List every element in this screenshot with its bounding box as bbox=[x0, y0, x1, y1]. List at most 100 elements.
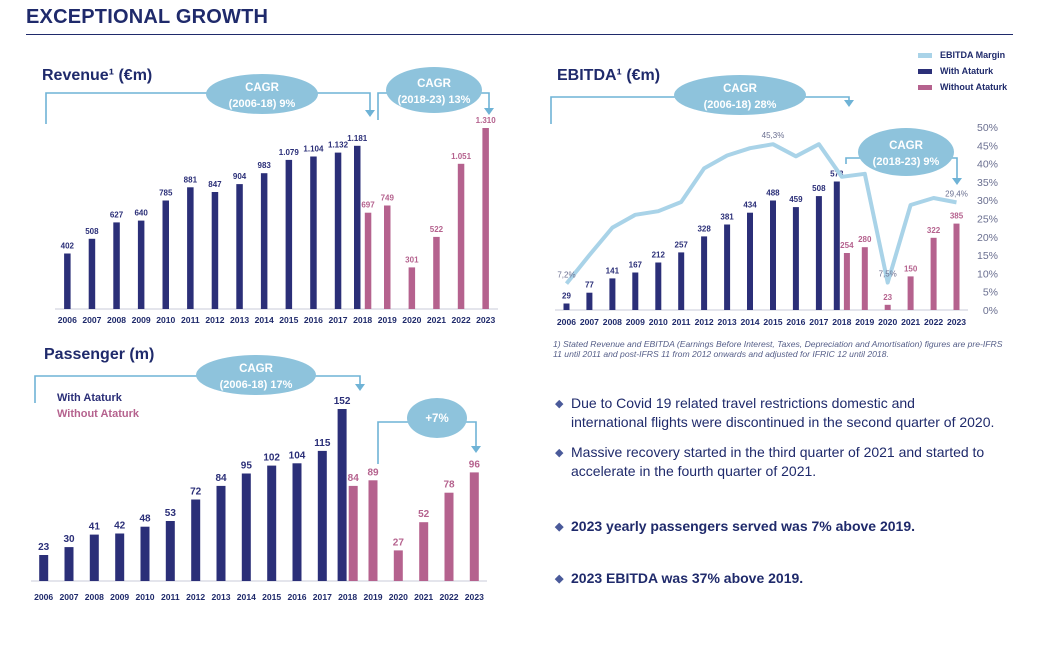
revenue-cagr-2-value: (2018-23) 13% bbox=[398, 94, 471, 106]
ebitda-value-label: 434 bbox=[743, 201, 757, 210]
passenger-value-label: 115 bbox=[314, 438, 331, 449]
ebitda-value-label: 459 bbox=[789, 195, 803, 204]
passenger-legend: With Ataturk Without Ataturk bbox=[57, 390, 139, 422]
revenue-value-label: 904 bbox=[233, 172, 247, 181]
ebitda-cagr-2-label: CAGR bbox=[889, 140, 924, 152]
passenger-bar bbox=[39, 555, 49, 581]
passenger-tick-label: 2012 bbox=[186, 592, 205, 602]
passenger-bar bbox=[444, 492, 454, 581]
passenger-tick-label: 2022 bbox=[439, 592, 458, 602]
ebitda-bar bbox=[655, 262, 662, 310]
passenger-value-label: 96 bbox=[469, 459, 481, 470]
ebitda-y2-tick-label: 25% bbox=[977, 214, 998, 226]
revenue-bar bbox=[162, 200, 169, 309]
passenger-value-label: 84 bbox=[215, 473, 227, 484]
revenue-cagr-2-label: CAGR bbox=[417, 78, 452, 90]
passenger-bar bbox=[267, 465, 277, 581]
revenue-value-label: 640 bbox=[134, 209, 148, 218]
revenue-value-label: 627 bbox=[110, 210, 124, 219]
legend-item-margin: EBITDA Margin bbox=[918, 47, 1007, 63]
revenue-bar bbox=[137, 220, 145, 309]
passenger-value-label: 41 bbox=[89, 522, 101, 533]
ebitda-tick-label: 2017 bbox=[809, 317, 828, 327]
ebitda-value-label: 508 bbox=[812, 184, 826, 193]
pax-cagr-1-value: (2006-18) 17% bbox=[220, 379, 293, 391]
bullet-list: ◆ Due to Covid 19 related travel restrict… bbox=[555, 394, 995, 589]
passenger-tick-label: 2018 bbox=[338, 592, 357, 602]
ebitda-value-label: 77 bbox=[585, 281, 594, 290]
pax-cagr-2-label: +7% bbox=[425, 413, 448, 425]
ebitda-value-label: 254 bbox=[840, 241, 854, 250]
revenue-tick-label: 2014 bbox=[255, 315, 274, 325]
ebitda-margin-label: 7,2% bbox=[557, 271, 575, 280]
ebitda-bar bbox=[678, 252, 685, 310]
bullet-item: ◆ Massive recovery started in the third q… bbox=[555, 443, 995, 481]
ebitda-bar bbox=[747, 212, 753, 310]
ebitda-value-label: 141 bbox=[606, 266, 620, 275]
revenue-tick-label: 2011 bbox=[181, 315, 200, 325]
revenue-bar bbox=[457, 163, 465, 309]
revenue-tick-label: 2009 bbox=[132, 315, 151, 325]
passenger-bar bbox=[89, 534, 99, 581]
revenue-value-label: 847 bbox=[208, 180, 222, 189]
bullet-text: 2023 EBITDA was 37% above 2019. bbox=[571, 570, 804, 586]
revenue-cagr-arrow-1 bbox=[365, 110, 375, 117]
revenue-value-label: 1.181 bbox=[347, 134, 368, 143]
revenue-tick-label: 2018 bbox=[353, 315, 372, 325]
passenger-value-label: 72 bbox=[190, 487, 202, 498]
ebitda-bar bbox=[907, 276, 914, 310]
passenger-tick-label: 2011 bbox=[161, 592, 180, 602]
ebitda-chart-title: EBITDA¹ (€m) bbox=[557, 67, 661, 84]
ebitda-bar bbox=[792, 207, 799, 310]
passenger-bar bbox=[348, 485, 358, 581]
pax-cagr-2-badge bbox=[407, 398, 467, 438]
passenger-value-label: 30 bbox=[63, 534, 75, 545]
ebitda-tick-label: 2009 bbox=[626, 317, 645, 327]
ebitda-value-label: 280 bbox=[858, 235, 872, 244]
passenger-tick-label: 2019 bbox=[363, 592, 382, 602]
ebitda-bar bbox=[770, 200, 776, 310]
revenue-bar bbox=[364, 212, 372, 309]
revenue-bar bbox=[354, 145, 361, 309]
revenue-tick-label: 2023 bbox=[476, 315, 495, 325]
ebitda-tick-label: 2014 bbox=[740, 317, 759, 327]
passenger-value-label: 89 bbox=[367, 467, 379, 478]
revenue-value-label: 508 bbox=[85, 227, 99, 236]
passenger-value-label: 52 bbox=[418, 509, 430, 520]
passenger-tick-label: 2020 bbox=[389, 592, 408, 602]
ebitda-value-label: 257 bbox=[675, 240, 689, 249]
passenger-value-label: 42 bbox=[114, 520, 126, 531]
revenue-value-label: 697 bbox=[361, 201, 375, 210]
revenue-bar bbox=[334, 152, 342, 309]
ebitda-tick-label: 2013 bbox=[718, 317, 737, 327]
legend-label-without: Without Ataturk bbox=[940, 82, 1008, 92]
passenger-value-label: 53 bbox=[165, 508, 177, 519]
passenger-chart-title: Passenger (m) bbox=[44, 346, 155, 363]
passenger-tick-label: 2010 bbox=[135, 592, 154, 602]
revenue-tick-label: 2021 bbox=[427, 315, 446, 325]
passenger-bar bbox=[337, 409, 347, 581]
passenger-value-label: 102 bbox=[263, 453, 280, 464]
passenger-tick-label: 2009 bbox=[110, 592, 129, 602]
bullet-text: Due to Covid 19 related travel restricti… bbox=[571, 395, 995, 430]
revenue-bar bbox=[88, 238, 96, 309]
ebitda-margin-label: 45,3% bbox=[762, 131, 785, 140]
revenue-tick-label: 2007 bbox=[82, 315, 101, 325]
revenue-tick-label: 2015 bbox=[279, 315, 298, 325]
ebitda-bar bbox=[632, 272, 639, 310]
ebitda-tick-label: 2011 bbox=[672, 317, 691, 327]
revenue-bar bbox=[187, 187, 194, 309]
revenue-value-label: 881 bbox=[184, 175, 198, 184]
pax-legend-label-without: Without Ataturk bbox=[57, 408, 139, 420]
ebitda-bar bbox=[609, 278, 616, 310]
revenue-tick-label: 2019 bbox=[378, 315, 397, 325]
passenger-tick-label: 2023 bbox=[465, 592, 484, 602]
ebitda-value-label: 150 bbox=[904, 264, 918, 273]
page-title: EXCEPTIONAL GROWTH bbox=[26, 6, 269, 28]
ebitda-cagr-2-value: (2018-23) 9% bbox=[873, 156, 940, 168]
passenger-bar bbox=[469, 472, 479, 581]
revenue-cagr-1-label: CAGR bbox=[245, 82, 280, 94]
diamond-icon: ◆ bbox=[555, 447, 564, 459]
ebitda-value-label: 328 bbox=[697, 224, 711, 233]
ebitda-tick-label: 2022 bbox=[924, 317, 943, 327]
